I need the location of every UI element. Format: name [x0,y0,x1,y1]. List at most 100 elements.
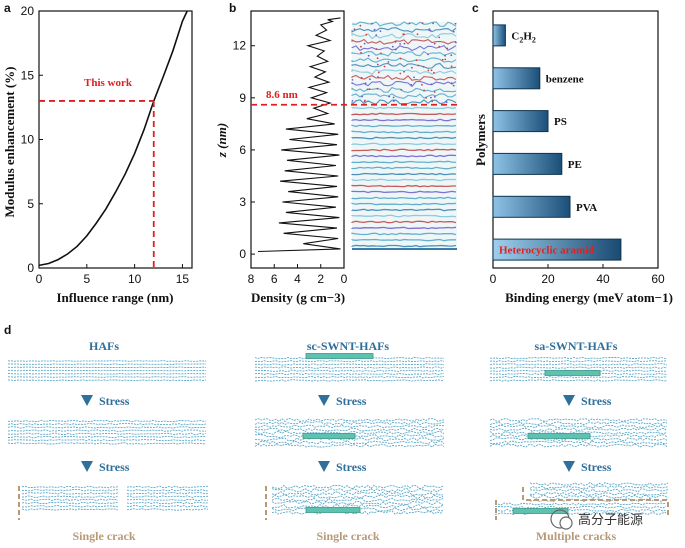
fiber-chain [254,360,445,363]
y-tick-label: 20 [21,4,35,18]
bar-label: Heterocyclic aramid [499,245,594,257]
sim-atom [394,41,397,43]
fiber-chain [489,440,668,445]
panel-b-letter: b [229,1,236,15]
x-tick-label: 6 [271,272,278,286]
bar-label: PS [554,116,567,128]
sim-chain [351,190,457,194]
x-tick-label: 0 [36,272,43,286]
panel-a-ylabel: Modulus enhancement (%) [2,67,17,218]
sim-atom [387,61,390,63]
stress-arrow-icon [318,461,330,472]
sim-atom [353,28,356,31]
col1-stress-2: Stress [99,460,130,474]
fiber-chain [254,372,445,376]
sim-atom [433,71,435,74]
swnt-bundle [512,508,569,514]
y-tick-label: 5 [27,197,34,211]
stress-arrow-icon [81,395,93,406]
x-tick-label: 5 [83,272,90,286]
fiber-chain [529,485,669,490]
sim-chain [351,38,457,45]
sim-atom [415,59,418,62]
fiber-chain [7,432,207,435]
sim-atom [392,96,395,99]
sim-chain [351,69,457,75]
sim-atom [391,45,394,48]
sim-atom [400,88,403,91]
x-tick-label: 60 [651,272,665,286]
sim-atom [417,64,420,67]
sim-atom [444,58,447,61]
fiber-chain [489,434,668,439]
fiber-chain [21,492,209,495]
fiber-chain [254,376,445,379]
sim-atom [403,70,405,73]
sim-atom [369,78,371,81]
fiber-chain [7,369,206,372]
sim-atom [359,24,362,27]
sim-chain [351,98,457,106]
fiber-chain [489,379,668,382]
sim-atom [423,89,425,92]
panel-a-letter: a [4,1,11,15]
sim-atom [450,65,453,68]
fiber-chain [489,376,668,379]
x-tick-label: 40 [596,272,610,286]
fiber-chain [494,512,667,516]
stress-arrow-icon [563,461,575,472]
fiber-chain [529,498,669,503]
fiber-chain [8,376,207,378]
sim-chain [351,160,457,164]
panel-c-bar-labels: C2H2 benzene PS PE PVA Heterocyclic aramid [499,30,597,256]
fiber-chain [8,419,207,423]
fiber-chain [271,487,444,493]
panel-b-frame [250,10,345,269]
col1-result: Single crack [73,529,136,543]
sim-atom [441,58,444,61]
sim-atom [421,83,423,86]
sim-chain [351,112,457,116]
sim-atom [394,48,397,51]
fiber-chain [254,440,445,445]
panel-d-fiber-drawings [7,353,669,516]
fiber-chain [254,421,445,426]
col2-title: sc-SWNT-HAFs [307,339,390,353]
fiber-chain [271,503,444,509]
sim-atom [427,53,429,56]
bar-3 [492,152,563,175]
x-tick-label: 20 [541,272,555,286]
swnt-bundle [305,507,361,513]
col2-stress-1: Stress [336,394,367,408]
fiber-chain [494,502,667,506]
sim-atom [360,45,362,48]
sim-chain [351,184,456,188]
fiber-chain [489,360,668,363]
sim-chain [351,142,457,146]
fiber-chain [21,508,209,511]
sim-atom [438,45,441,48]
sim-chain [351,166,457,170]
fiber-chain [254,437,445,442]
sim-atom [416,33,419,36]
sim-chain [351,50,457,57]
sim-chain [351,118,456,122]
stress-arrow-icon [81,461,93,472]
x-tick-label: 4 [294,272,301,286]
fiber-chain [254,366,445,369]
fiber-chain [529,488,669,493]
y-tick-label: 3 [239,195,246,209]
sim-atom [392,100,395,102]
sim-atom [411,66,413,69]
sim-atom [438,36,441,39]
fiber-chain [7,426,207,429]
panel-a-curve [38,10,188,267]
sim-atom [408,22,411,25]
sim-chain [351,202,457,206]
sim-chain [351,220,457,224]
col3-result: Multiple cracks [536,529,617,543]
sim-chain [351,44,457,52]
sim-chain [351,154,457,158]
sim-atom [399,43,401,45]
panel-b-annotation: 8.6 nm [266,89,298,101]
